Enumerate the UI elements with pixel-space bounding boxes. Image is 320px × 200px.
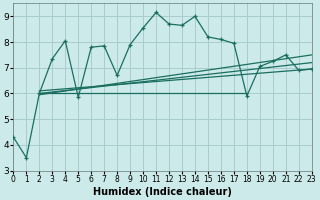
X-axis label: Humidex (Indice chaleur): Humidex (Indice chaleur): [93, 187, 232, 197]
